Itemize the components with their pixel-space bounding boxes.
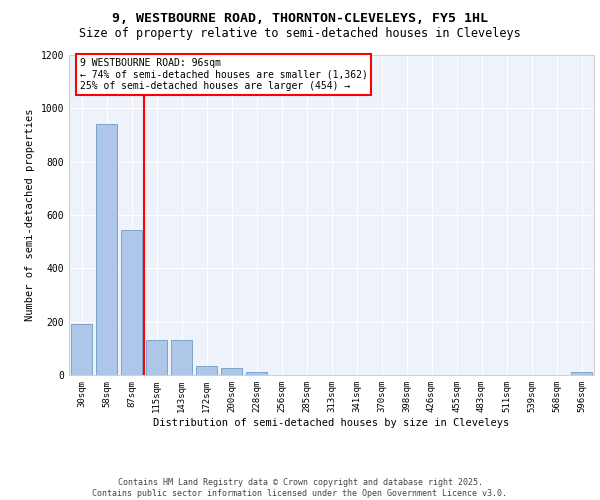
Bar [71,324,92,375]
Bar [196,366,217,375]
Bar [96,124,117,375]
Bar [221,368,242,375]
Bar [146,340,167,375]
Bar [121,230,142,375]
Bar [246,372,267,375]
X-axis label: Distribution of semi-detached houses by size in Cleveleys: Distribution of semi-detached houses by … [154,418,509,428]
Text: Size of property relative to semi-detached houses in Cleveleys: Size of property relative to semi-detach… [79,28,521,40]
Text: 9 WESTBOURNE ROAD: 96sqm
← 74% of semi-detached houses are smaller (1,362)
25% o: 9 WESTBOURNE ROAD: 96sqm ← 74% of semi-d… [79,58,367,92]
Bar [571,372,592,375]
Y-axis label: Number of semi-detached properties: Number of semi-detached properties [25,109,35,322]
Bar [171,340,192,375]
Text: 9, WESTBOURNE ROAD, THORNTON-CLEVELEYS, FY5 1HL: 9, WESTBOURNE ROAD, THORNTON-CLEVELEYS, … [112,12,488,26]
Text: Contains HM Land Registry data © Crown copyright and database right 2025.
Contai: Contains HM Land Registry data © Crown c… [92,478,508,498]
